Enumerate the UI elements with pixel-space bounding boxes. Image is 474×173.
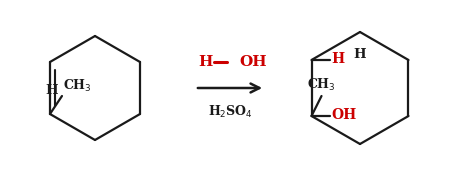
Text: CH$_3$: CH$_3$ — [63, 78, 92, 94]
Text: H: H — [354, 48, 366, 61]
Text: CH$_3$: CH$_3$ — [307, 77, 336, 93]
Text: H: H — [331, 52, 345, 66]
Text: H: H — [46, 84, 58, 97]
Text: OH: OH — [331, 108, 357, 122]
Text: H: H — [198, 55, 212, 69]
Text: OH: OH — [239, 55, 266, 69]
Text: H$_2$SO$_4$: H$_2$SO$_4$ — [208, 104, 253, 120]
